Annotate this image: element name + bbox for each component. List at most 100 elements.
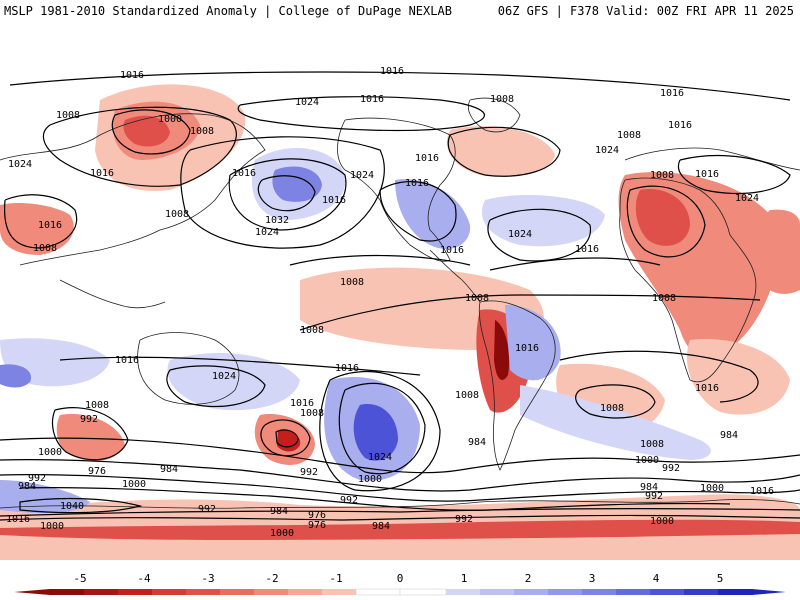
isobar-1016-subtrop — [289, 254, 661, 271]
isobar-1016-npac — [180, 136, 385, 249]
colorbar-swatch-pos35 — [616, 589, 650, 595]
isobar-label: 1008 — [650, 170, 674, 181]
isobar-label: 1008 — [300, 325, 324, 336]
isobar-label: 1000 — [358, 474, 382, 485]
isobar-1016-spac-high — [319, 371, 441, 492]
isobar-label: 984 — [18, 481, 36, 492]
isobar-label: 1016 — [322, 195, 346, 206]
colorbar-tick-label: 1 — [461, 572, 468, 585]
anomaly-map: 1016 1016 1016 1016 1016 1016 1016 1016 … — [0, 40, 800, 560]
isobar-label: 1016 — [415, 153, 439, 164]
anomaly-siberia-negative-peak — [123, 115, 170, 147]
isobar-label: 1008 — [465, 293, 489, 304]
isobar-label: 1000 — [635, 455, 659, 466]
colorbar-swatch-pos3 — [582, 589, 616, 595]
isobar-label: 1008 — [455, 390, 479, 401]
colorbar-arrow-right — [752, 589, 786, 595]
isobar-label: 984 — [160, 464, 178, 475]
isobar-984-band — [0, 474, 800, 502]
colorbar-swatch-pos4 — [650, 589, 684, 595]
isobar-label: 1016 — [38, 220, 62, 231]
isobar-1000-antarctic — [0, 514, 800, 521]
isobar-label: 1016 — [405, 178, 429, 189]
isobar-1016-arctic — [9, 71, 791, 101]
anomaly-sa-positive — [505, 305, 561, 381]
colorbar-swatch-neg25 — [220, 589, 254, 595]
anomaly-spac-positive-core — [353, 404, 398, 461]
isobar-label: 1016 — [90, 168, 114, 179]
isobar-label: 992 — [80, 414, 98, 425]
isobar-1024-europe — [677, 155, 791, 195]
isobar-label: 1008 — [190, 126, 214, 137]
colorbar-swatch-pos5 — [718, 589, 752, 595]
colorbar-swatch-pos05 — [399, 588, 447, 596]
anomaly-spac-positive — [167, 352, 300, 411]
isobar-1016-na — [379, 181, 457, 242]
isobar-label: 1032 — [265, 215, 289, 226]
isobar-label: 1024 — [255, 227, 279, 238]
isobar-1000-band-1 — [0, 437, 800, 474]
colorbar-tick-label: 2 — [525, 572, 532, 585]
colorbar-ticks: -5 -4 -3 -2 -1 0 1 2 3 4 5 — [73, 572, 723, 585]
isobar-label: 976 — [88, 466, 106, 477]
map-title: MSLP 1981-2010 Standardized Anomaly | Co… — [4, 4, 452, 18]
isobar-label: 1016 — [6, 514, 30, 525]
isobar-992-low — [260, 419, 311, 457]
isobar-label: 1016 — [335, 363, 359, 374]
colorbar-tick-label: -5 — [73, 572, 86, 585]
colorbar-tick-label: -2 — [265, 572, 278, 585]
isobar-label: 1016 — [750, 486, 774, 497]
isobar-label: 1000 — [700, 483, 724, 494]
isobar-label: 1016 — [695, 169, 719, 180]
isobar-1024-atl — [487, 208, 591, 262]
isobar-1008-europe — [3, 194, 78, 249]
isobar-labels: 1016 1016 1016 1016 1016 1016 1016 1016 … — [6, 66, 774, 539]
isobar-984-low — [275, 429, 299, 448]
isobar-label: 1016 — [380, 66, 404, 77]
isobar-1008-natl — [447, 126, 561, 177]
colorbar-arrow-left — [14, 589, 50, 595]
isobar-1032-npac — [257, 175, 316, 212]
isobar-label: 1000 — [270, 528, 294, 539]
isobar-label: 984 — [720, 430, 738, 441]
isobar-label: 984 — [468, 437, 486, 448]
isobar-label: 1000 — [40, 521, 64, 532]
colorbar-swatch-neg35 — [152, 589, 186, 595]
colorbar-swatch-pos2 — [514, 589, 548, 595]
colorbar-swatch-neg05 — [355, 588, 401, 596]
colorbar-swatch-neg5 — [50, 589, 84, 595]
isobar-label: 1016 — [695, 383, 719, 394]
coastline-europe — [624, 147, 800, 171]
coastline-greenland — [468, 97, 521, 133]
colorbar-tick-label: -1 — [329, 572, 342, 585]
isobar-1000-siberia — [111, 109, 191, 155]
anomaly-so-positive-west-core — [0, 364, 31, 388]
colorbar-tick-label: -3 — [201, 572, 214, 585]
colorbar-tick-label: 4 — [653, 572, 660, 585]
coastline-asia-se — [59, 279, 166, 309]
isobar-label: 1008 — [300, 408, 324, 419]
isobar-1040-antarctic-west — [19, 497, 143, 514]
isobar-label: 1016 — [232, 168, 256, 179]
isobar-label: 992 — [662, 463, 680, 474]
colorbar-swatch-neg4 — [118, 589, 152, 595]
colorbar-swatch-pos25 — [548, 589, 582, 595]
isobar-1008-sat — [575, 384, 656, 419]
isobar-992-band — [0, 459, 800, 492]
isobar-label: 1016 — [515, 343, 539, 354]
isobar-1016-south — [59, 356, 421, 376]
coastline-australia — [137, 332, 240, 405]
isobar-label: 992 — [340, 495, 358, 506]
isobar-label: 1024 — [295, 97, 319, 108]
isobar-label: 992 — [198, 504, 216, 515]
isobar-label: 992 — [645, 491, 663, 502]
isobar-label: 1000 — [122, 479, 146, 490]
isobar-1024-spac-high — [338, 382, 426, 475]
isobar-976-band — [19, 487, 731, 511]
isobar-label: 976 — [308, 510, 326, 521]
colorbar-swatch-neg45 — [84, 589, 118, 595]
colorbar-swatch-neg1 — [322, 589, 356, 595]
isobar-1008-antarctic — [0, 508, 800, 517]
colorbar-tick-label: 5 — [717, 572, 724, 585]
colorbar-swatch-pos45 — [684, 589, 718, 595]
